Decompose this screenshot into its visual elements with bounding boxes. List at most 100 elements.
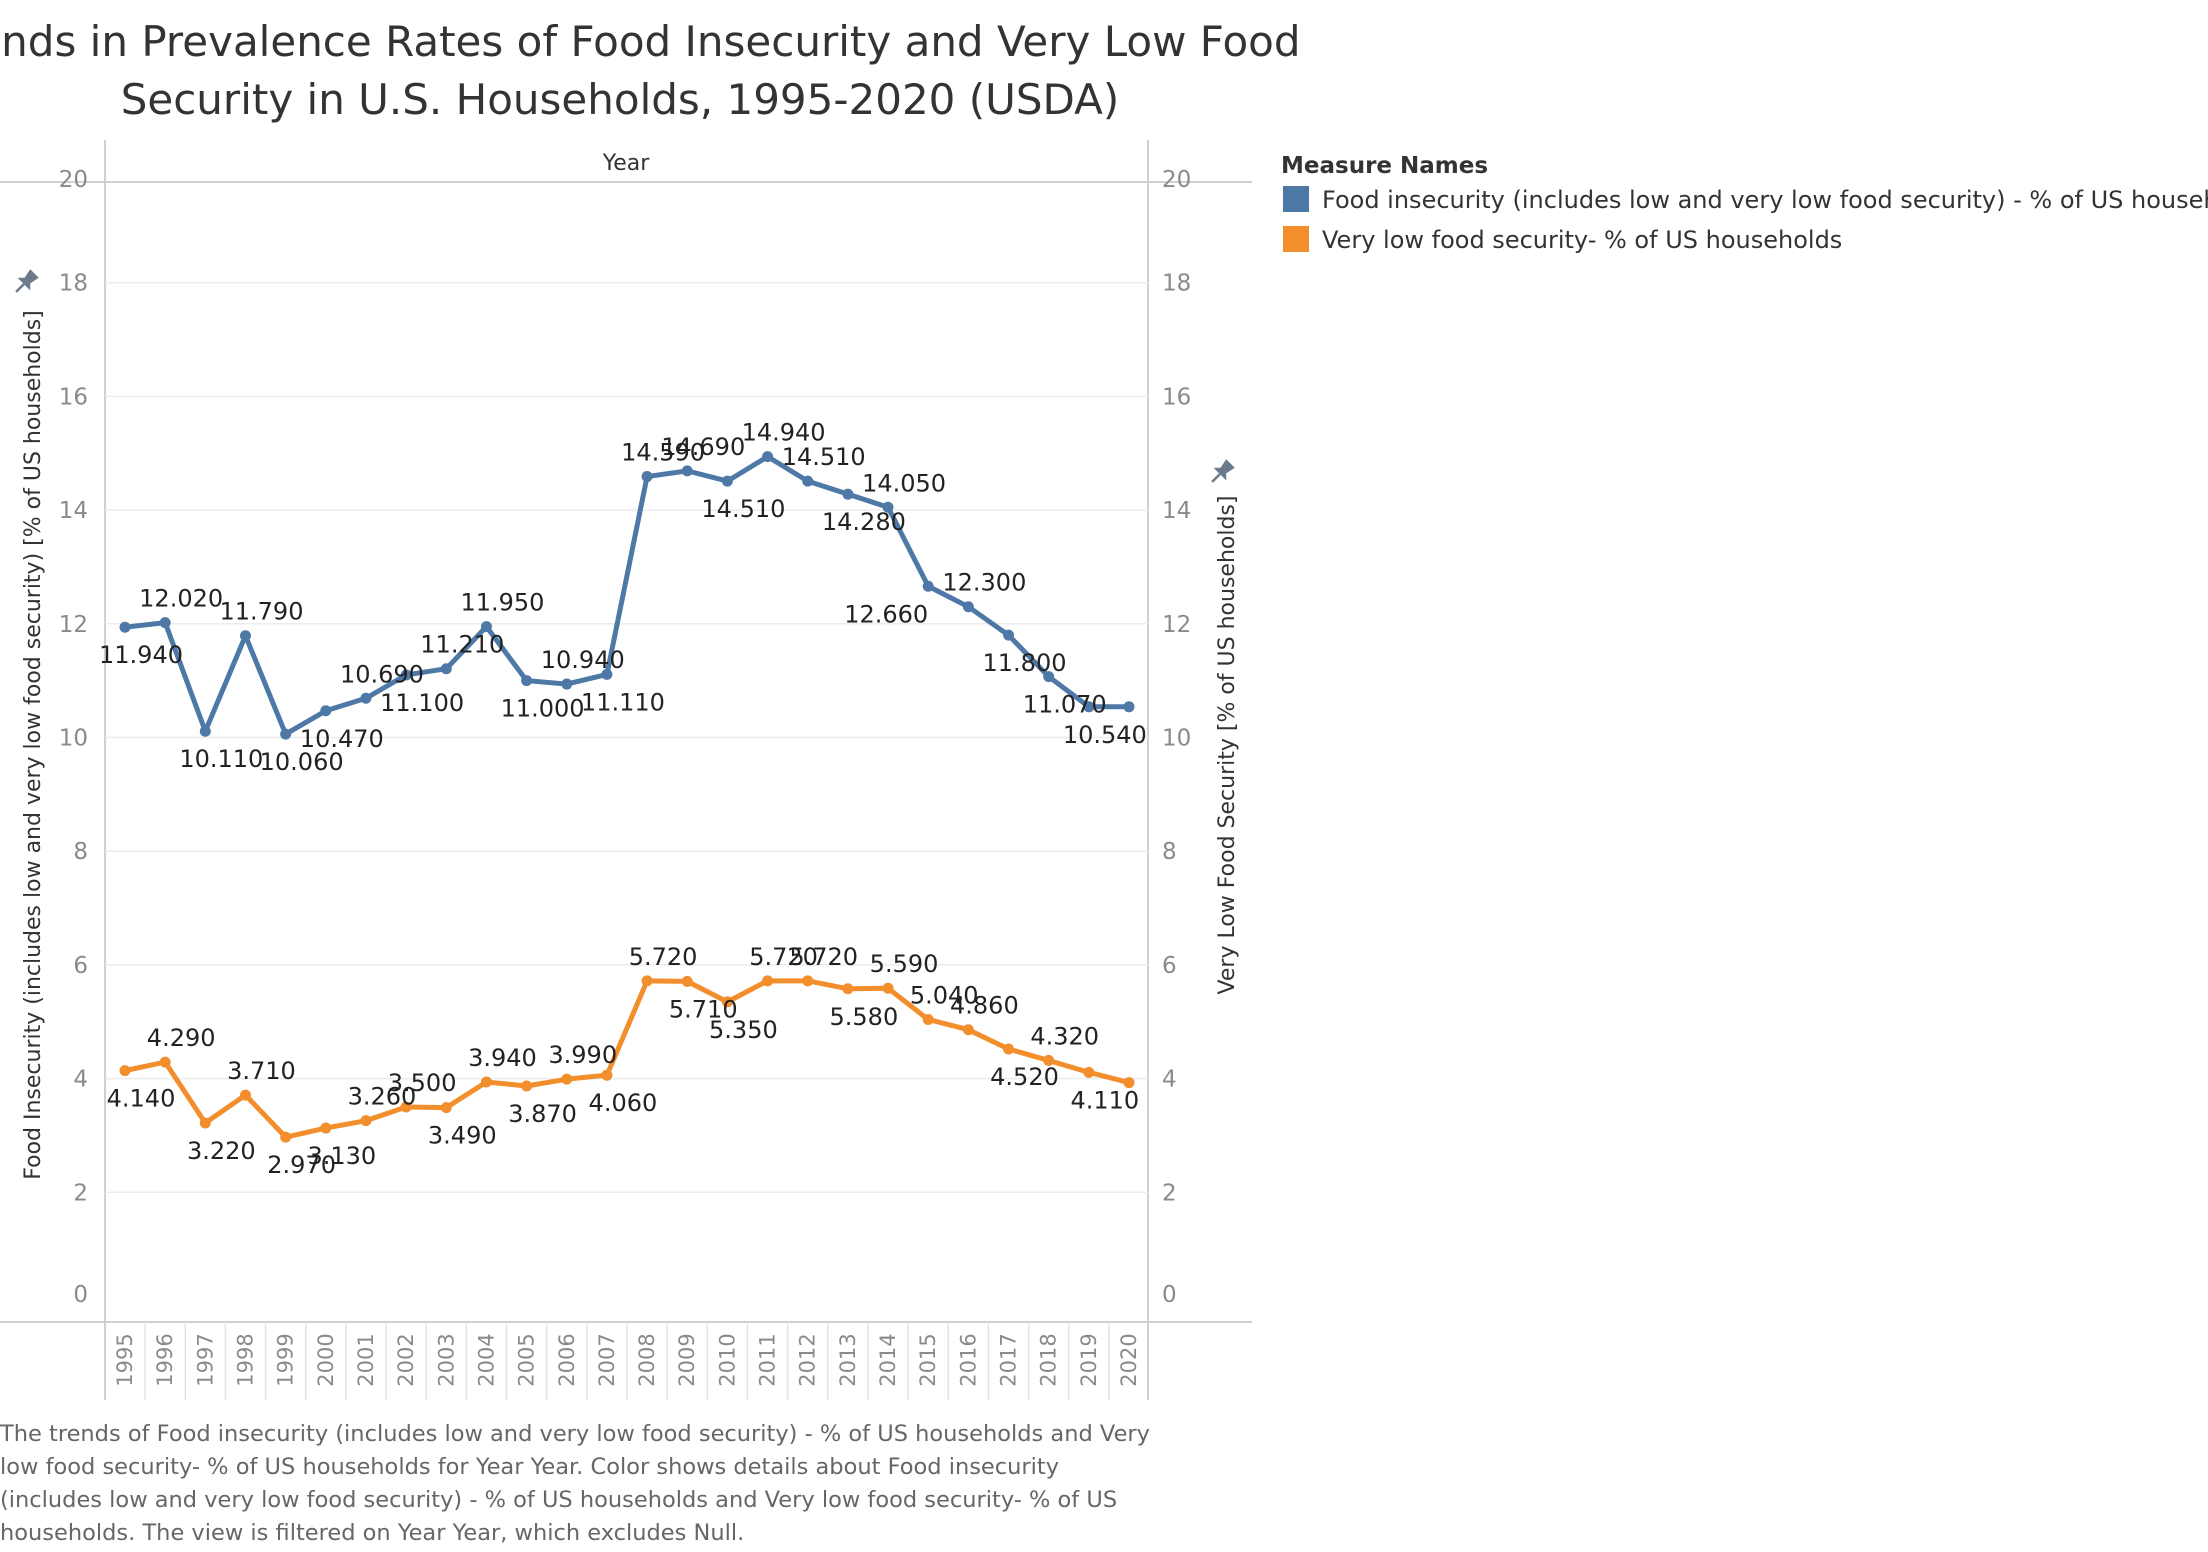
x-tick-2003: 2003 bbox=[434, 1333, 458, 1386]
x-tick-2004: 2004 bbox=[474, 1333, 498, 1386]
data-point-0-2012[interactable] bbox=[802, 475, 814, 487]
data-point-0-1996[interactable] bbox=[159, 617, 171, 629]
data-point-0-2020[interactable] bbox=[1123, 701, 1135, 713]
series-line-0[interactable] bbox=[124, 454, 1129, 737]
data-label-0-2014: 14.050 bbox=[862, 469, 946, 497]
data-point-0-2007[interactable] bbox=[601, 668, 613, 680]
data-label-1-2012: 5.720 bbox=[789, 943, 858, 971]
legend-swatch-very-low-food-security[interactable] bbox=[1283, 226, 1309, 252]
data-point-1-2015[interactable] bbox=[922, 1013, 934, 1025]
x-tick-2017: 2017 bbox=[997, 1333, 1021, 1386]
data-point-1-2002[interactable] bbox=[400, 1101, 412, 1113]
data-point-0-2016[interactable] bbox=[962, 601, 974, 613]
x-tick-2005: 2005 bbox=[515, 1333, 539, 1386]
data-label-1-2006: 3.990 bbox=[548, 1041, 617, 1069]
data-point-0-2019[interactable] bbox=[1083, 701, 1095, 713]
x-tick-2014: 2014 bbox=[876, 1333, 900, 1386]
x-tick-2002: 2002 bbox=[394, 1333, 418, 1386]
pin-icon[interactable] bbox=[1206, 457, 1237, 488]
y-tick-right-4: 4 bbox=[1162, 1067, 1177, 1093]
data-point-1-2019[interactable] bbox=[1083, 1066, 1095, 1078]
y-tick-right-10: 10 bbox=[1162, 726, 1191, 752]
data-point-0-2005[interactable] bbox=[521, 675, 533, 687]
plot-frame bbox=[0, 140, 1252, 1400]
data-point-0-2014[interactable] bbox=[882, 501, 894, 513]
pin-icon[interactable] bbox=[10, 267, 41, 298]
series-line-1[interactable] bbox=[124, 978, 1130, 1140]
data-point-1-2001[interactable] bbox=[360, 1115, 372, 1127]
data-point-1-2008[interactable] bbox=[641, 975, 653, 987]
x-tick-2020: 2020 bbox=[1117, 1333, 1141, 1386]
data-point-0-2017[interactable] bbox=[1003, 629, 1015, 641]
data-point-0-1995[interactable] bbox=[119, 621, 131, 633]
data-point-1-1999[interactable] bbox=[280, 1131, 292, 1143]
data-point-0-2001[interactable] bbox=[360, 692, 372, 704]
data-point-1-2018[interactable] bbox=[1043, 1054, 1055, 1066]
data-point-1-1998[interactable] bbox=[239, 1089, 251, 1101]
data-point-0-2000[interactable] bbox=[320, 705, 332, 717]
data-point-0-1999[interactable] bbox=[280, 728, 292, 740]
data-label-1-2005: 3.870 bbox=[508, 1100, 577, 1128]
legend: Measure Names Food insecurity (includes … bbox=[1281, 153, 2208, 254]
data-point-0-2013[interactable] bbox=[842, 488, 854, 500]
data-point-1-2014[interactable] bbox=[882, 982, 894, 994]
data-point-1-2013[interactable] bbox=[842, 983, 854, 995]
data-point-1-2003[interactable] bbox=[440, 1102, 452, 1114]
data-label-0-2015: 12.660 bbox=[844, 600, 928, 628]
data-point-1-1996[interactable] bbox=[159, 1056, 171, 1068]
data-point-0-2004[interactable] bbox=[480, 621, 492, 633]
data-point-0-1997[interactable] bbox=[199, 725, 211, 737]
data-label-1-2000: 3.130 bbox=[307, 1142, 376, 1170]
data-point-1-2012[interactable] bbox=[802, 975, 814, 987]
data-point-1-2020[interactable] bbox=[1123, 1077, 1135, 1089]
data-point-1-2017[interactable] bbox=[1003, 1043, 1015, 1055]
x-axis-ticks: 1995 1996 1997 1998 1999 2000 2001 2002 2003 2004… bbox=[113, 1322, 1141, 1400]
data-point-1-2004[interactable] bbox=[480, 1076, 492, 1088]
gridlines bbox=[105, 281, 1148, 1194]
data-label-0-2004: 11.950 bbox=[460, 589, 544, 617]
data-label-1-2018: 4.320 bbox=[1030, 1022, 1099, 1050]
data-point-0-2002[interactable] bbox=[400, 669, 412, 681]
data-point-0-2011[interactable] bbox=[762, 451, 774, 463]
legend-item-very-low-food-security[interactable]: Very low food security- % of US househol… bbox=[1322, 226, 1842, 254]
data-point-1-2016[interactable] bbox=[962, 1024, 974, 1036]
data-label-1-2019: 4.110 bbox=[1070, 1086, 1139, 1114]
data-point-1-2011[interactable] bbox=[762, 975, 774, 987]
data-label-0-1999: 10.060 bbox=[260, 748, 344, 776]
y-axis-right-title[interactable]: Very Low Food Security [% of US househol… bbox=[1215, 496, 1240, 995]
data-point-0-2008[interactable] bbox=[641, 471, 653, 483]
data-point-1-2009[interactable] bbox=[681, 975, 693, 987]
data-label-0-2008: 14.590 bbox=[621, 439, 705, 467]
data-point-1-1995[interactable] bbox=[119, 1065, 131, 1077]
legend-swatch-food-insecurity[interactable] bbox=[1283, 186, 1309, 212]
data-point-1-2006[interactable] bbox=[561, 1073, 573, 1085]
y-axis-right-ticks: 0 2 4 6 8 10 12 14 16 18 20 bbox=[1162, 167, 1191, 1308]
x-tick-2006: 2006 bbox=[555, 1333, 579, 1386]
x-tick-1995: 1995 bbox=[113, 1333, 137, 1386]
data-label-0-2007: 11.110 bbox=[581, 688, 665, 716]
data-point-0-2003[interactable] bbox=[440, 663, 452, 675]
data-point-1-2000[interactable] bbox=[320, 1122, 332, 1134]
x-tick-1996: 1996 bbox=[153, 1333, 177, 1386]
data-point-0-2009[interactable] bbox=[681, 465, 693, 477]
data-point-0-2006[interactable] bbox=[561, 678, 573, 690]
y-tick-right-12: 12 bbox=[1162, 612, 1191, 638]
y-axis-left-title[interactable]: Food Insecurity (includes low and very l… bbox=[21, 310, 46, 1180]
y-tick-right-8: 8 bbox=[1162, 839, 1177, 865]
data-point-1-2005[interactable] bbox=[521, 1080, 533, 1092]
data-label-1-2007: 4.060 bbox=[589, 1089, 658, 1117]
data-point-1-2007[interactable] bbox=[601, 1069, 613, 1081]
data-point-1-2010[interactable] bbox=[721, 996, 733, 1008]
x-tick-2019: 2019 bbox=[1077, 1333, 1101, 1386]
data-point-0-2015[interactable] bbox=[922, 580, 934, 592]
legend-item-food-insecurity[interactable]: Food insecurity (includes low and very l… bbox=[1322, 186, 2208, 214]
data-point-0-2010[interactable] bbox=[721, 475, 733, 487]
y-tick-right-18: 18 bbox=[1162, 271, 1191, 297]
chart-title-line-1: Trends in Prevalence Rates of Food Insec… bbox=[0, 17, 1301, 66]
data-label-0-2011: 14.940 bbox=[742, 419, 826, 447]
x-tick-2001: 2001 bbox=[354, 1333, 378, 1386]
data-point-0-1998[interactable] bbox=[239, 630, 251, 642]
data-point-1-1997[interactable] bbox=[199, 1117, 211, 1129]
data-point-0-2018[interactable] bbox=[1043, 671, 1055, 683]
